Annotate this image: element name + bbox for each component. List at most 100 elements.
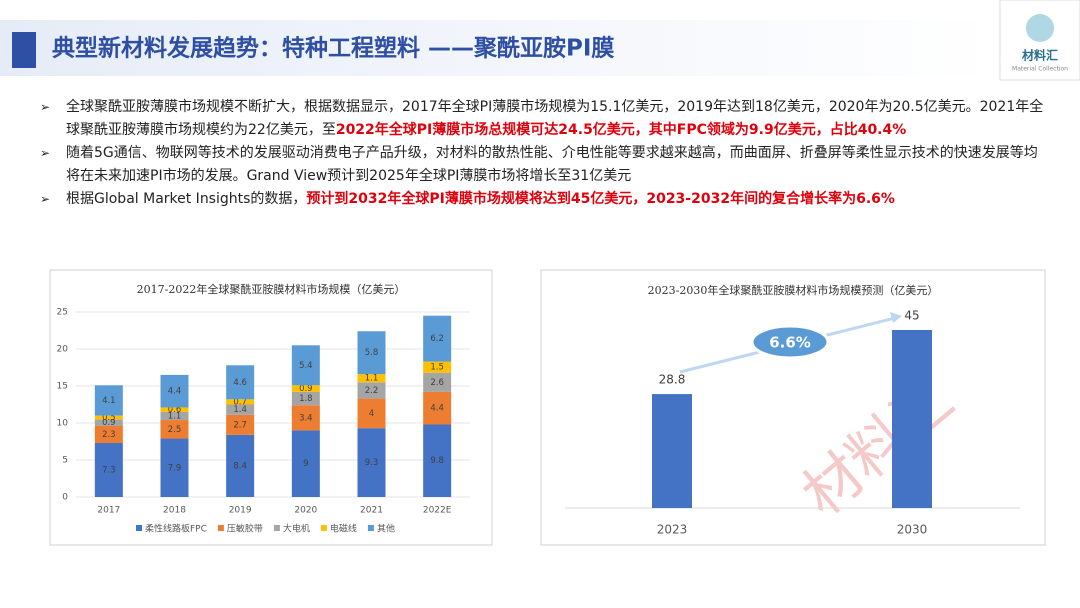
- bullet-text: 随着5G通信、物联网等技术的发展驱动消费电子产品升级，对材料的散热性能、介电性能…: [66, 145, 1038, 184]
- legend-swatch: [320, 525, 327, 531]
- bar-segment: [94, 415, 123, 420]
- legend-swatch: [217, 525, 224, 531]
- data-label: 4.4: [430, 404, 444, 414]
- bullet-text: 全球聚酰亚胺薄膜市场规模不断扩大，根据数据显示，2017年全球PI薄膜市场规模为…: [66, 99, 1044, 138]
- data-label: 9.3: [365, 458, 379, 468]
- bullet: 随着5G通信、物联网等技术的发展驱动消费电子产品升级，对材料的散热性能、介电性能…: [40, 142, 1050, 188]
- chart-frame: [540, 269, 1046, 546]
- y-tick-label: 10: [57, 419, 69, 429]
- annotation: 6.6%: [769, 334, 811, 352]
- bar-segment: [423, 361, 452, 373]
- data-label: 2.5: [168, 425, 182, 435]
- bar-segment: [357, 398, 386, 429]
- bar-segment: [94, 385, 123, 416]
- legend-label: 大电机: [283, 523, 310, 535]
- header-accent: [12, 32, 36, 68]
- bar-segment: [423, 315, 452, 362]
- chart-title: 2017-2022年全球聚酰亚胺膜材料市场规模（亿美元）: [137, 282, 406, 296]
- bar-segment: [291, 385, 320, 392]
- bar-segment: [291, 391, 320, 406]
- bullet-text: 2022年全球PI薄膜市场总规模可达24.5亿美元，其中FPC领域为9.9亿美元…: [335, 122, 907, 138]
- bullet-list: 全球聚酰亚胺薄膜市场规模不断扩大，根据数据显示，2017年全球PI薄膜市场规模为…: [40, 96, 1050, 211]
- legend-label: 电磁线: [330, 523, 357, 535]
- bar-segment: [160, 438, 189, 497]
- x-tick-label: 2021: [360, 506, 383, 516]
- y-tick-label: 0: [62, 493, 68, 503]
- bar-segment: [423, 424, 452, 497]
- title: 典型新材料发展趋势：特种工程塑料 ——聚酰亚胺PI膜: [52, 35, 614, 62]
- data-label: 0.9: [102, 418, 116, 428]
- legend-label: 压敏胶带: [227, 523, 263, 535]
- header-band: [0, 20, 1000, 76]
- legend-swatch: [273, 525, 280, 531]
- annotation-bubble: [750, 324, 830, 360]
- legend-swatch: [136, 525, 142, 531]
- data-label: 0.6: [168, 405, 182, 415]
- bar-segment: [226, 365, 255, 400]
- legend-label: 其他: [377, 523, 395, 535]
- bullet: 根据Global Market Insights的数据，预计到2032年全球PI…: [40, 188, 1050, 211]
- legend-swatch: [367, 525, 374, 531]
- bar-segment: [423, 391, 452, 425]
- bar-segment: [160, 420, 189, 439]
- x-tick-label: 2018: [163, 506, 186, 516]
- data-label: 4.4: [168, 387, 182, 397]
- bar: [892, 330, 932, 508]
- logo-subtitle: Material Collection: [1012, 66, 1068, 73]
- data-label: 8.4: [233, 461, 247, 471]
- data-label: 6.2: [430, 334, 444, 344]
- x-tick-label: 2030: [897, 523, 928, 537]
- data-label: 9: [303, 459, 308, 469]
- data-label: 4: [369, 409, 374, 419]
- data-label: 5.4: [299, 361, 313, 371]
- bullet-text: 预计到2032年全球PI薄膜市场规模将达到45亿美元，2023-2032年间的复…: [306, 191, 895, 207]
- logo-icon: [1026, 14, 1054, 42]
- data-label: 9.8: [430, 456, 444, 466]
- chart-title: 2023-2030年全球聚酰亚胺膜材料市场规模预测（亿美元）: [648, 283, 939, 297]
- bar-segment: [357, 382, 386, 399]
- bar-segment: [423, 372, 452, 392]
- bullet: 全球聚酰亚胺薄膜市场规模不断扩大，根据数据显示，2017年全球PI薄膜市场规模为…: [40, 96, 1050, 142]
- bar-segment: [291, 405, 320, 431]
- bar-segment: [226, 414, 255, 435]
- bar-segment: [357, 374, 386, 383]
- data-label: 5.8: [365, 348, 379, 358]
- data-label: 2.3: [102, 430, 116, 440]
- bar-segment: [357, 428, 386, 497]
- bullet-text: 根据Global Market Insights的数据，: [66, 191, 307, 207]
- bar-segment: [94, 442, 123, 497]
- data-label: 28.8: [659, 373, 686, 387]
- data-label: 2.2: [365, 386, 379, 396]
- x-tick-label: 2022E: [423, 506, 452, 516]
- data-label: 7.3: [102, 465, 116, 475]
- y-tick-label: 25: [57, 308, 68, 318]
- bar-segment: [357, 331, 386, 375]
- data-label: 2.6: [430, 378, 444, 388]
- data-label: 0.9: [299, 384, 313, 394]
- bar-segment: [291, 345, 320, 386]
- bar-segment: [94, 425, 123, 443]
- logo-text: 材料汇: [1021, 48, 1058, 63]
- y-tick-label: 15: [57, 382, 68, 392]
- bar-segment: [160, 407, 189, 412]
- bar-segment: [226, 434, 255, 497]
- arrow-head: [890, 312, 902, 323]
- data-label: 1.4: [233, 405, 247, 415]
- x-tick-label: 2017: [97, 506, 120, 516]
- x-tick-label: 2020: [294, 506, 317, 516]
- bar-segment: [160, 411, 189, 421]
- data-label: 0.5: [102, 413, 116, 423]
- bar-segment: [291, 430, 320, 497]
- bar-segment: [226, 404, 255, 415]
- data-label: 1.8: [299, 394, 313, 404]
- data-label: 45: [904, 309, 919, 323]
- data-label: 3.4: [299, 413, 313, 423]
- y-tick-label: 5: [62, 456, 68, 466]
- data-label: 1.5: [430, 363, 444, 373]
- y-tick-label: 20: [57, 345, 69, 355]
- legend-label: 柔性线路板FPC: [145, 523, 207, 535]
- data-label: 4.1: [102, 396, 116, 406]
- data-label: 1.1: [168, 411, 182, 421]
